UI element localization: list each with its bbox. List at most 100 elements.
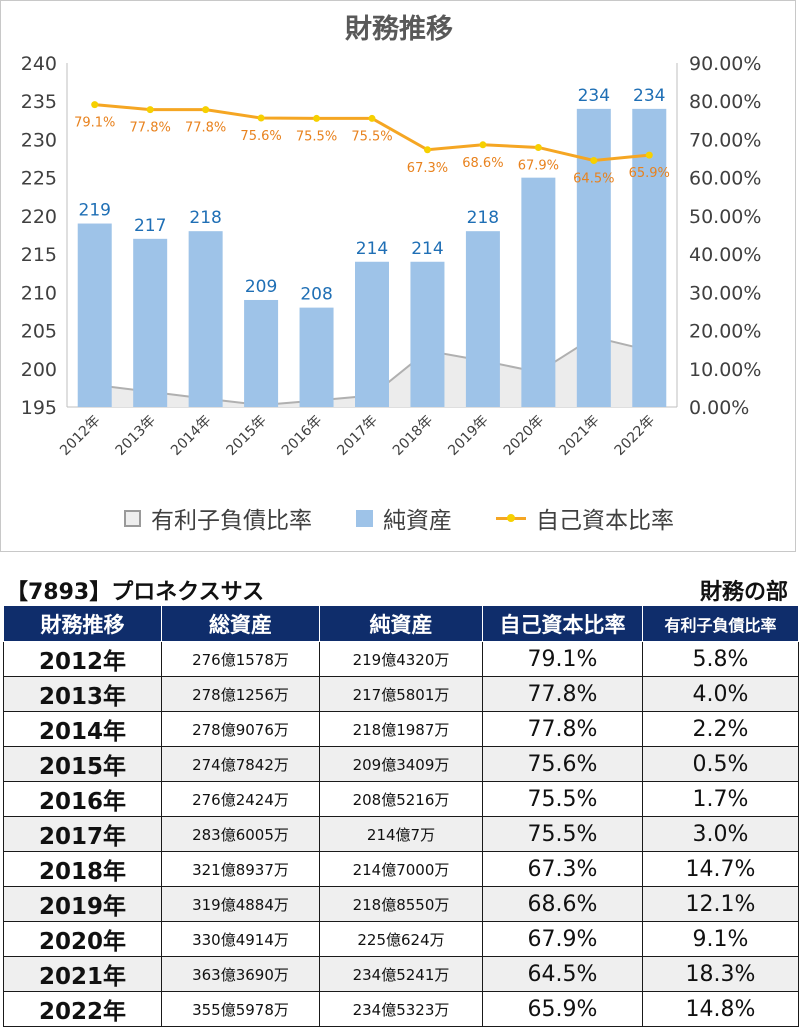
x-axis-category-label: 2021年 [556,413,602,459]
row-equity-ratio: 67.3% [482,851,643,887]
row-year: 2021年 [3,956,162,992]
table-row: 2021年 363億3690万 234億5241万 64.5% 18.3% [3,956,799,992]
x-axis-category-label: 2012年 [57,413,103,459]
table-header-row: 財務推移 総資産 純資産 自己資本比率 有利子負債比率 [3,605,799,642]
bar-net-assets [355,261,389,407]
x-axis-category-label: 2016年 [279,413,325,459]
x-axis-category-label: 2019年 [445,413,491,459]
left-axis-tick: 200 [21,359,57,381]
right-axis-tick: 80.00% [689,91,761,113]
row-total-assets: 278億9076万 [161,711,320,747]
right-axis-tick: 30.00% [689,282,761,304]
equity-ratio-label: 65.9% [629,166,670,181]
equity-ratio-marker [423,146,431,154]
x-axis-category-label: 2022年 [612,413,658,459]
equity-ratio-label: 77.8% [185,121,226,136]
legend-bar-swatch [356,509,373,527]
row-equity-ratio: 77.8% [482,676,643,712]
x-axis-category-label: 2017年 [334,413,380,459]
row-net-assets: 218億1987万 [319,711,483,747]
row-year: 2022年 [3,991,162,1027]
financial-table: 財務推移 総資産 純資産 自己資本比率 有利子負債比率 2012年 276億157… [3,605,799,1027]
combo-chart: 195 200 205 210 215 220 225 230 235 240 0.00% 10.00… [21,53,762,459]
x-axis-category-label: 2014年 [168,413,214,459]
left-axis-tick: 220 [21,206,57,228]
right-axis-tick: 0.00% [689,397,749,419]
debt-ratio-area [94,337,650,407]
row-net-assets: 217億5801万 [319,676,483,712]
row-debt-ratio: 5.8% [642,641,799,677]
legend-area-swatch [124,509,141,527]
row-debt-ratio: 2.2% [642,711,799,747]
bar-value-label: 218 [189,208,221,228]
left-axis-tick: 235 [21,91,57,113]
chart-panel: 財務推移 195 200 205 210 215 220 225 230 235 240 0.00%… [0,0,796,552]
left-axis-tick: 210 [21,282,57,304]
equity-ratio-label: 67.9% [518,158,559,173]
row-equity-ratio: 64.5% [482,956,643,992]
legend-label-debt-ratio: 有利子負債比率 [151,508,312,534]
header-equity-ratio: 自己資本比率 [482,605,643,642]
bar-net-assets [188,231,223,407]
row-net-assets: 234億5323万 [319,991,483,1027]
row-year: 2019年 [3,886,162,922]
row-total-assets: 283億6005万 [161,816,320,852]
row-net-assets: 218億8550万 [319,886,483,922]
bar-value-label: 234 [578,86,610,106]
equity-ratio-marker [368,114,376,122]
row-year: 2015年 [3,746,162,782]
row-year: 2020年 [3,921,162,957]
equity-ratio-marker [91,101,99,109]
row-total-assets: 319億4884万 [161,886,320,922]
equity-ratio-label: 75.5% [351,129,392,144]
equity-ratio-label: 68.6% [462,156,503,171]
left-axis-tick: 230 [21,129,57,151]
row-debt-ratio: 14.8% [642,991,799,1027]
row-net-assets: 225億624万 [319,921,483,957]
x-axis-category-label: 2020年 [501,413,547,459]
row-total-assets: 330億4914万 [161,921,320,957]
left-axis-tick: 240 [21,53,57,75]
equity-ratio-marker [479,141,487,149]
header-period: 財務推移 [3,605,162,642]
right-axis-tick: 60.00% [689,168,761,190]
equity-ratio-label: 75.6% [240,129,281,144]
row-equity-ratio: 68.6% [482,886,643,922]
table-row: 2019年 319億4884万 218億8550万 68.6% 12.1% [3,886,799,922]
bar-net-assets [521,177,556,407]
left-axis-tick: 195 [21,397,57,419]
left-axis-tick: 215 [21,244,57,266]
bar-net-assets [77,223,112,407]
row-net-assets: 234億5241万 [319,956,483,992]
equity-ratio-marker [146,106,154,114]
row-debt-ratio: 4.0% [642,676,799,712]
bar-net-assets [133,238,168,407]
company-name: 【7893】プロネクスサス [6,580,265,605]
chart-title: 財務推移 [345,14,453,45]
equity-ratio-marker [257,114,265,122]
bar-value-label: 217 [134,216,166,236]
row-year: 2016年 [3,781,162,817]
bar-value-label: 219 [79,201,111,221]
table-row: 2015年 274億7842万 209億3409万 75.6% 0.5% [3,746,799,782]
table-row: 2013年 278億1256万 217億5801万 77.8% 4.0% [3,676,799,712]
row-equity-ratio: 75.5% [482,781,643,817]
bar-net-assets [576,108,611,407]
row-year: 2018年 [3,851,162,887]
table-body: 2012年 276億1578万 219億4320万 79.1% 5.8% 2013年 278… [3,641,799,1027]
row-equity-ratio: 67.9% [482,921,643,957]
row-debt-ratio: 1.7% [642,781,799,817]
row-total-assets: 278億1256万 [161,676,320,712]
row-equity-ratio: 65.9% [482,991,643,1027]
row-total-assets: 355億5978万 [161,991,320,1027]
right-axis-tick: 40.00% [689,244,761,266]
row-net-assets: 214億7000万 [319,851,483,887]
legend-item-equity-ratio: 自己資本比率 [496,501,674,535]
bar-net-assets [465,231,500,407]
equity-ratio-label: 79.1% [74,116,115,131]
right-axis-tick: 70.00% [689,129,761,151]
right-axis-tick: 90.00% [689,53,761,75]
x-axis-category-label: 2013年 [113,413,159,459]
left-axis-tick: 205 [21,321,57,343]
bar-value-label: 214 [411,239,443,259]
